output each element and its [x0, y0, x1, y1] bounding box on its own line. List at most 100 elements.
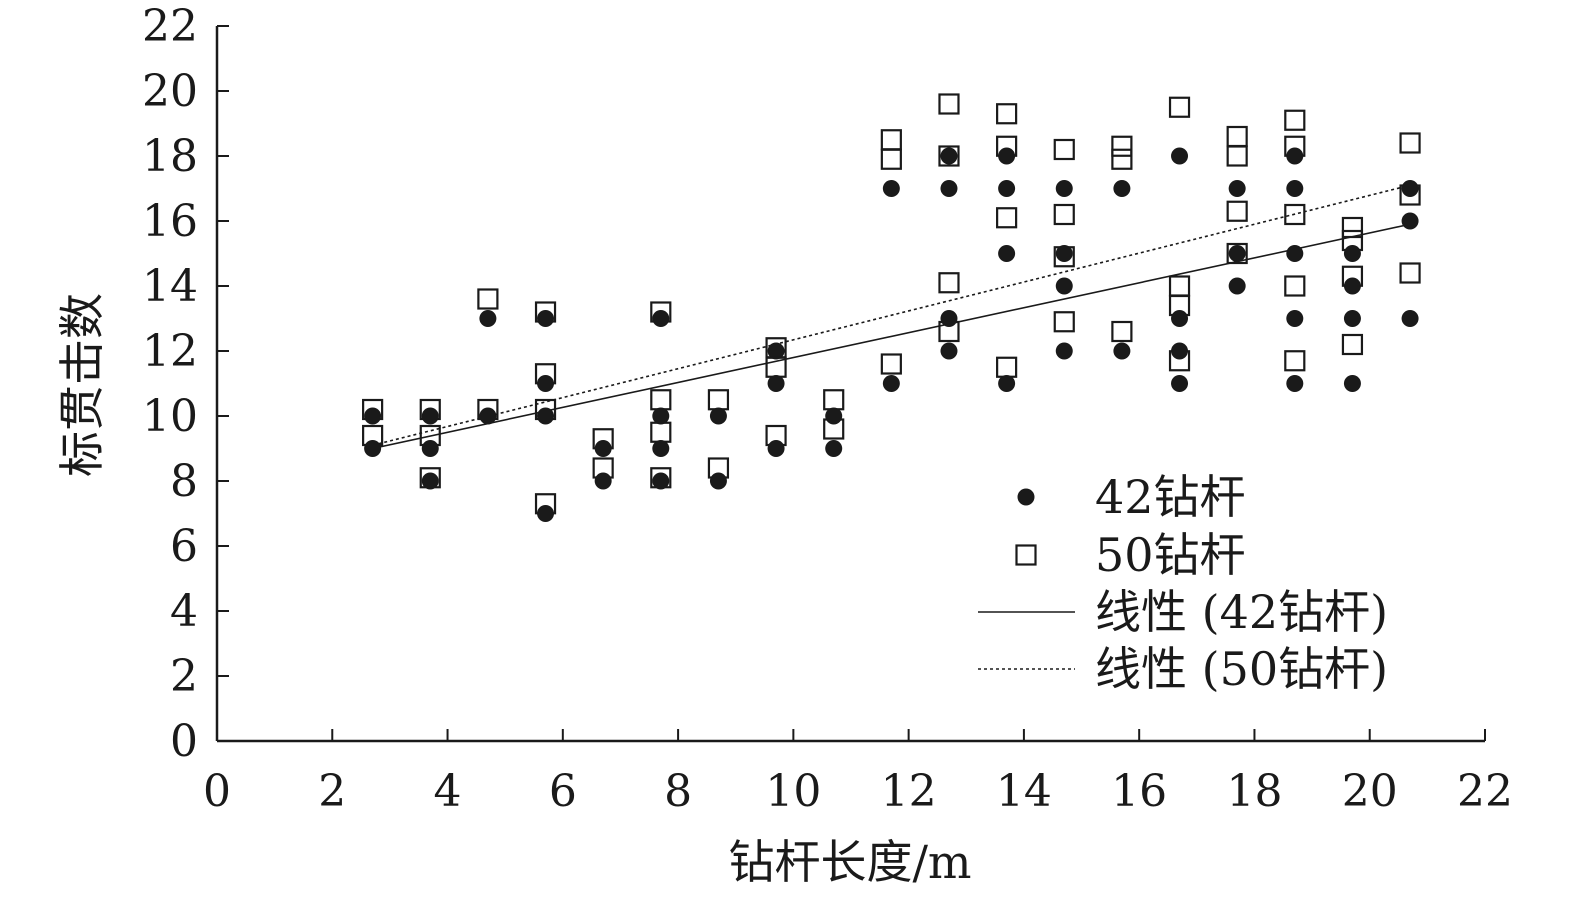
- data-point-50: [880, 353, 902, 375]
- data-point-42: [479, 310, 497, 327]
- data-point-42: [1055, 245, 1073, 262]
- data-point-42: [421, 440, 439, 457]
- data-point-42: [767, 440, 785, 457]
- data-point-42: [998, 375, 1016, 392]
- data-point-42: [537, 310, 555, 327]
- data-point-50: [1053, 138, 1075, 161]
- legend-label: 线性 (50钻杆): [1095, 642, 1388, 696]
- data-point-42: [594, 472, 612, 490]
- data-point-50: [1341, 333, 1364, 356]
- data-point-42: [767, 342, 785, 360]
- data-point-42: [709, 472, 727, 490]
- data-point-42: [825, 440, 843, 457]
- data-point-50: [823, 418, 845, 440]
- data-point-50: [1053, 311, 1075, 333]
- data-point-42: [767, 375, 785, 392]
- legend-label: 50钻杆: [1095, 528, 1246, 582]
- y-tick-label: 2: [170, 651, 198, 702]
- data-point-42: [1343, 375, 1361, 392]
- data-point-42: [652, 407, 670, 425]
- data-point-50: [1226, 125, 1248, 148]
- y-tick-label: 18: [142, 131, 198, 182]
- data-point-42: [1343, 310, 1361, 327]
- data-point-50: [592, 428, 614, 450]
- data-point-42: [364, 407, 382, 425]
- data-point-50: [1226, 145, 1248, 167]
- x-tick-label: 10: [765, 766, 821, 817]
- legend-label: 线性 (42钻杆): [1095, 585, 1388, 639]
- x-tick-label: 22: [1457, 766, 1513, 817]
- x-tick-label: 6: [549, 766, 577, 817]
- data-point-50: [650, 421, 672, 443]
- data-point-42: [1228, 180, 1246, 197]
- data-point-50: [880, 129, 902, 151]
- data-point-50: [1399, 262, 1421, 284]
- data-point-42: [940, 310, 958, 327]
- data-point-42: [998, 245, 1016, 262]
- data-point-50: [1284, 275, 1306, 297]
- data-point-42: [1171, 375, 1189, 392]
- legend-marker-42: [1017, 488, 1035, 506]
- data-point-42: [1401, 180, 1419, 197]
- data-point-42: [652, 440, 670, 457]
- x-tick-label: 2: [318, 766, 346, 817]
- data-point-50: [996, 356, 1018, 378]
- data-point-50: [1399, 184, 1421, 206]
- data-point-50: [419, 467, 441, 489]
- data-point-42: [1055, 277, 1073, 295]
- data-point-50: [765, 356, 787, 378]
- data-point-42: [940, 342, 958, 360]
- x-tick-label: 0: [203, 766, 231, 817]
- data-point-42: [537, 407, 555, 425]
- data-point-50: [823, 389, 845, 411]
- data-point-42: [1401, 212, 1419, 230]
- data-point-42: [940, 147, 958, 165]
- y-tick-label: 0: [170, 716, 198, 767]
- y-tick-label: 10: [142, 391, 198, 442]
- data-point-50: [996, 207, 1018, 229]
- data-point-42: [1286, 310, 1304, 327]
- data-point-42: [998, 180, 1016, 197]
- data-point-50: [362, 424, 384, 447]
- legend-label: 42钻杆: [1095, 470, 1246, 524]
- data-point-50: [1284, 203, 1306, 226]
- data-point-50: [534, 398, 557, 421]
- axes: 0 2 4 6 8 10 12 14 16 18 20 22 0 2 4 6 8 10 12 14 16 18 20 22: [142, 1, 1513, 817]
- x-tick-label: 14: [996, 766, 1052, 817]
- data-point-42: [479, 407, 497, 425]
- data-point-42: [1286, 245, 1304, 262]
- data-point-42: [364, 440, 382, 457]
- data-point-50: [1399, 132, 1421, 154]
- data-point-50: [996, 135, 1018, 157]
- data-point-50: [1226, 242, 1248, 265]
- x-tick-label: 20: [1342, 766, 1398, 817]
- data-point-50: [1111, 320, 1133, 343]
- data-point-50: [1168, 350, 1191, 372]
- data-point-50: [1341, 229, 1364, 252]
- data-point-50: [362, 398, 384, 421]
- data-point-50: [650, 467, 672, 489]
- y-tick-label: 22: [142, 1, 198, 52]
- data-point-50: [534, 493, 557, 515]
- data-point-42: [1113, 342, 1131, 360]
- trend-lines: [372, 184, 1411, 450]
- data-point-42: [1171, 310, 1189, 327]
- x-tick-label: 12: [881, 766, 937, 817]
- y-tick-label: 20: [142, 66, 198, 117]
- data-point-50: [1168, 275, 1191, 297]
- data-point-50: [477, 398, 499, 421]
- data-points: [362, 93, 1421, 522]
- y-axis-label: 标贯击数: [55, 293, 109, 477]
- data-point-50: [1053, 203, 1075, 226]
- data-point-42: [1343, 245, 1361, 262]
- data-point-42: [652, 310, 670, 327]
- data-point-42: [1113, 180, 1131, 197]
- legend-marker-50: [1015, 544, 1037, 566]
- data-point-42: [1228, 277, 1246, 295]
- data-point-42: [1228, 245, 1246, 262]
- data-point-50: [534, 363, 557, 385]
- data-point-42: [1055, 342, 1073, 360]
- data-point-42: [709, 407, 727, 425]
- y-tick-label: 4: [170, 586, 198, 637]
